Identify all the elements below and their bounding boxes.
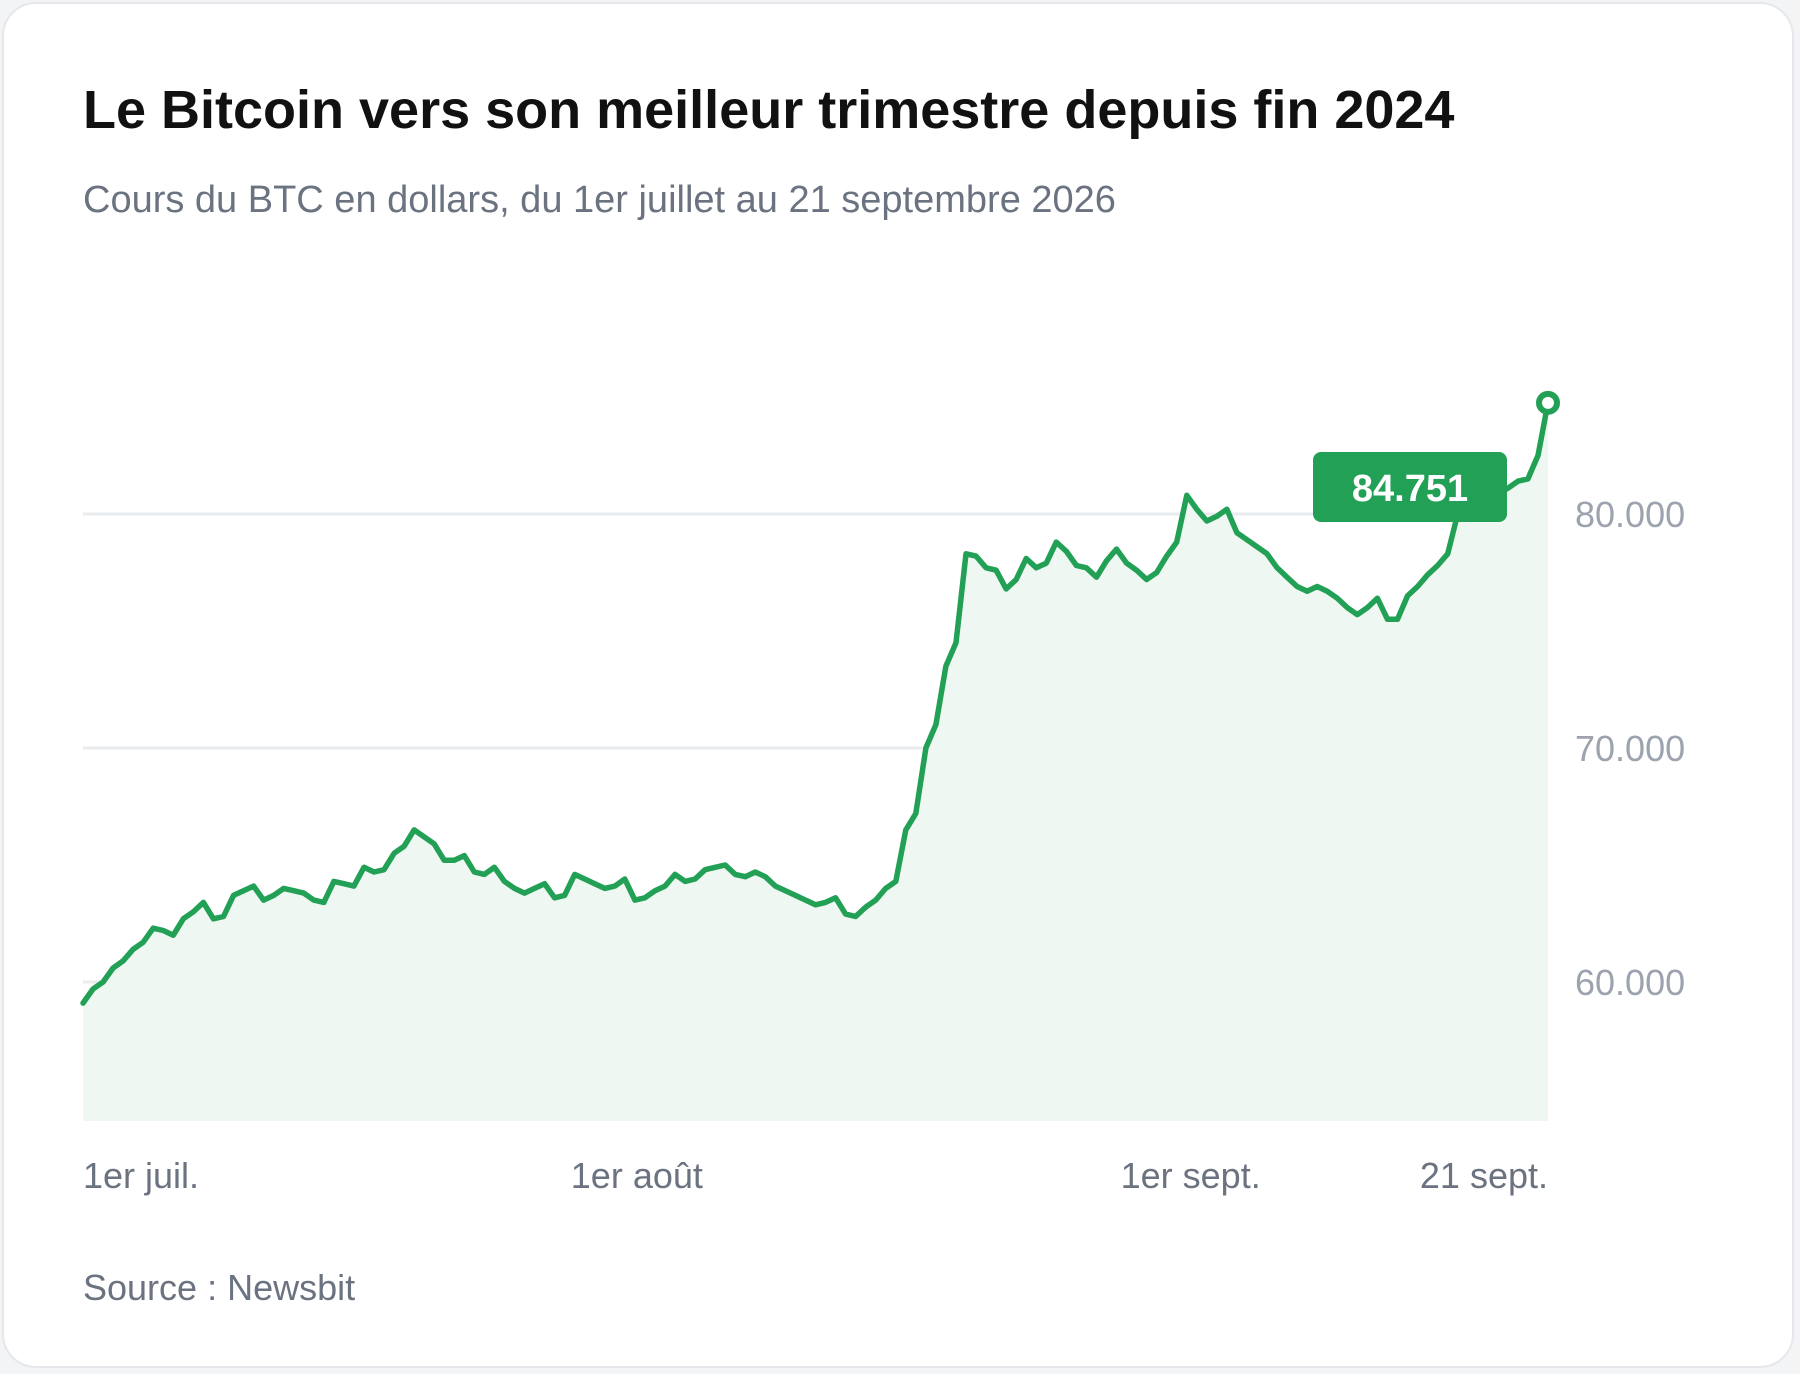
y-tick-label: 80.000 xyxy=(1575,494,1685,535)
y-tick-label: 60.000 xyxy=(1575,962,1685,1003)
last-point-marker xyxy=(1536,390,1560,415)
chart-subtitle: Cours du BTC en dollars, du 1er juillet … xyxy=(83,179,1116,221)
chart-source: Source : Newsbit xyxy=(83,1267,356,1308)
x-tick-label: 1er août xyxy=(571,1155,703,1196)
price-area xyxy=(83,402,1548,1121)
x-axis: 1er juil. 1er août 1er sept. 21 sept. xyxy=(83,1155,1548,1196)
chart-title: Le Bitcoin vers son meilleur trimestre d… xyxy=(83,80,1455,140)
price-line xyxy=(80,400,1551,1006)
x-tick-label: 1er sept. xyxy=(1121,1155,1261,1196)
y-tick-label: 70.000 xyxy=(1575,728,1685,769)
y-axis: 60.000 70.000 80.000 xyxy=(1575,494,1685,1003)
x-tick-label: 1er juil. xyxy=(83,1155,199,1196)
last-value-label: 84.751 xyxy=(1352,468,1468,510)
last-value-badge: 84.751 xyxy=(1313,452,1507,522)
x-tick-label: 21 sept. xyxy=(1420,1155,1548,1196)
last-value-badge-box xyxy=(1313,452,1507,522)
